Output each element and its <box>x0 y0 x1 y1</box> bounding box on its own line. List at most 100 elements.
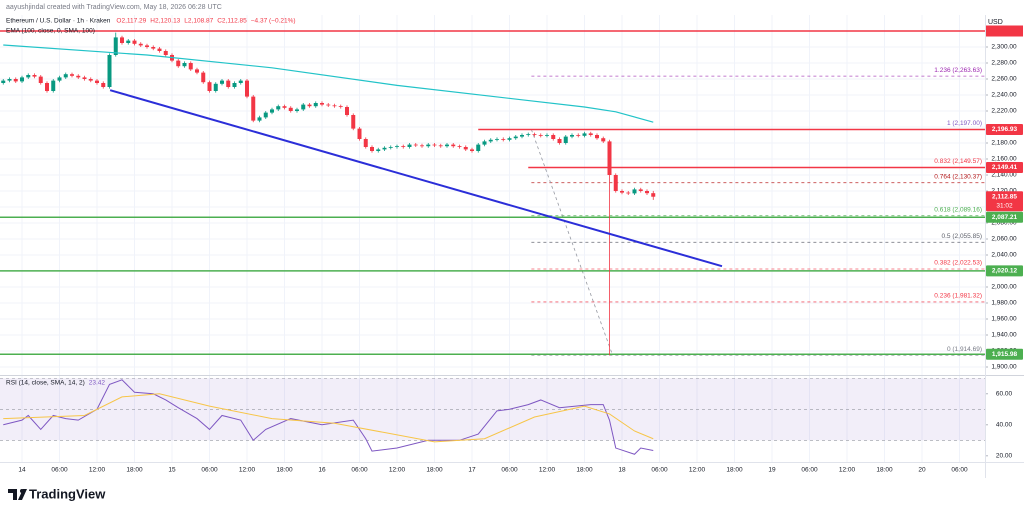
candle-body <box>7 79 12 81</box>
brand-logo <box>8 489 27 500</box>
pane-title: RSI (14, close, SMA, 14, 2) <box>6 380 85 387</box>
brand: TradingView <box>29 486 106 501</box>
candle-body <box>538 135 543 136</box>
price-box-label: 1,915.98 <box>992 351 1018 358</box>
x-tick-label: 06:00 <box>651 467 668 474</box>
candle-body <box>295 109 299 111</box>
candle-body <box>226 80 231 87</box>
price-box <box>986 161 1023 173</box>
candle-body <box>145 45 149 47</box>
chart-title: Ethereum / U.S. Dollar · 1h · Kraken <box>6 18 111 25</box>
candle-body <box>251 96 256 121</box>
candle-body <box>63 74 68 78</box>
candle-body <box>307 104 312 107</box>
y-tick-label: 2,040.00 <box>991 252 1017 259</box>
candle-body <box>513 136 518 139</box>
candle-body <box>476 144 481 151</box>
candle-body <box>26 75 31 78</box>
y-tick-label: 2,260.00 <box>991 76 1017 83</box>
credit: aayushjindal created with TradingView.co… <box>6 4 222 11</box>
legend-label: EMA (100, close, 0, SMA, 100) <box>6 28 95 35</box>
fib-anchor <box>530 129 613 356</box>
candle-body <box>88 79 93 81</box>
candle-body <box>338 106 343 107</box>
candle-body <box>270 109 274 113</box>
price-box <box>986 123 1023 135</box>
y-tick-label: 2,180.00 <box>991 140 1017 147</box>
x-tick-label: 12:00 <box>389 467 406 474</box>
y-tick-label: 2,300.00 <box>991 44 1017 51</box>
candle-body <box>438 145 443 147</box>
fib-label: 0 (1,914.69) <box>947 346 982 353</box>
candle-body <box>332 105 337 107</box>
candle-body <box>457 146 462 147</box>
candle-body <box>245 80 249 97</box>
y-tick-label: 2,120.00 <box>991 188 1017 195</box>
candle-body <box>51 80 56 91</box>
x-tick-label: 18:00 <box>576 467 593 474</box>
countdown: 31:02 <box>996 202 1013 209</box>
candle-body <box>213 83 218 91</box>
candle-body <box>351 115 356 129</box>
x-tick-label: 14 <box>18 467 26 474</box>
candle-body <box>70 74 74 76</box>
change: −4.37 (−0.21%) <box>251 18 296 25</box>
candle-body <box>407 144 412 147</box>
x-tick-label: 12:00 <box>539 467 556 474</box>
price-box-label: 2,149.41 <box>992 164 1018 171</box>
candle-body <box>257 117 262 121</box>
candle-body <box>263 112 268 118</box>
candle-body <box>326 104 331 106</box>
candle-body <box>620 191 624 193</box>
x-tick-label: 06:00 <box>801 467 818 474</box>
x-tick-label: 06:00 <box>501 467 518 474</box>
candle-body <box>207 82 212 91</box>
candle-body <box>82 77 87 79</box>
candle-body <box>645 191 649 194</box>
logo-dot <box>20 489 24 493</box>
candle-body <box>363 139 368 147</box>
candle-body <box>495 139 499 140</box>
candle-body <box>107 55 112 87</box>
candle-body <box>57 77 62 81</box>
candle-body <box>345 107 349 115</box>
x-tick-label: 16 <box>318 467 326 474</box>
candle-body <box>570 135 574 137</box>
candle-body <box>282 106 287 108</box>
x-tick-label: 12:00 <box>689 467 706 474</box>
y-tick-label: 2,220.00 <box>991 108 1017 115</box>
candle-body <box>176 60 181 67</box>
candle-body <box>95 80 99 83</box>
y-tick-label: 40.00 <box>996 421 1013 428</box>
price-box-label: 2,112.85 <box>992 193 1017 200</box>
x-tick-label: 18 <box>618 467 626 474</box>
candle-body <box>195 69 199 73</box>
candle-body <box>463 147 468 150</box>
candle-body <box>651 193 656 197</box>
candle-body <box>388 147 393 148</box>
candle-body <box>182 63 187 67</box>
candle-body <box>582 133 587 136</box>
candle-body <box>432 144 437 146</box>
price-box <box>986 191 1023 212</box>
candle-body <box>101 83 106 87</box>
x-tick-label: 18:00 <box>126 467 143 474</box>
candle-body <box>376 149 381 151</box>
candle-body <box>638 189 643 191</box>
y-tick-label: 60.00 <box>996 390 1013 397</box>
candle-body <box>357 128 362 139</box>
candle-body <box>313 103 318 107</box>
candle-body <box>301 104 306 110</box>
currency: USD <box>988 19 1003 26</box>
ohlc-value: C2,112.85 <box>217 18 247 25</box>
fib-label: 0.764 (2,130.37) <box>934 173 982 180</box>
ohlc-value: O2,117.29 <box>116 18 146 25</box>
rsi-line <box>3 393 654 443</box>
candle-body <box>545 135 549 136</box>
candle-body <box>426 144 431 147</box>
candle-body <box>401 146 406 147</box>
candle-body <box>45 83 49 91</box>
x-tick-label: 12:00 <box>89 467 106 474</box>
candle-body <box>470 149 474 151</box>
price-box-label: 2,087.21 <box>992 214 1018 221</box>
